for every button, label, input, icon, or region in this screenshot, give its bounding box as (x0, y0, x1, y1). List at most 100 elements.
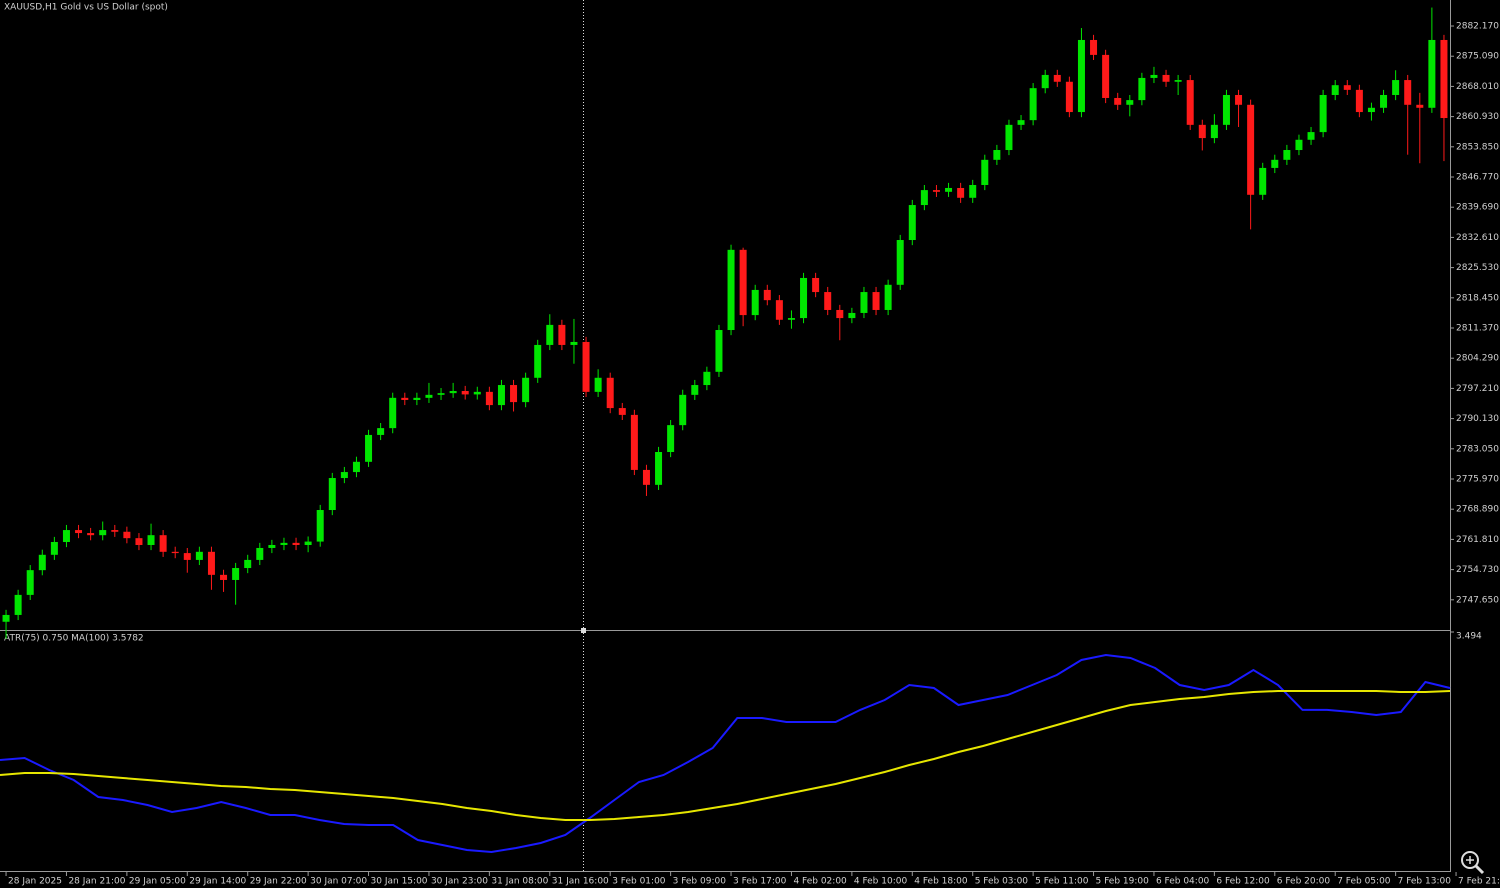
y-tick-label: 2832.610 (1456, 233, 1499, 243)
candle-body (1174, 80, 1182, 82)
y-tick-label: 2825.530 (1456, 263, 1499, 273)
candle-body (352, 461, 360, 473)
zoom-handle (1474, 864, 1485, 875)
x-tick-label: 7 Feb 21:00 (1458, 877, 1500, 887)
candle-body (413, 397, 421, 400)
candle-body (1017, 120, 1025, 125)
x-tick-label: 6 Feb 04:00 (1156, 877, 1210, 887)
candle-body (1307, 132, 1315, 140)
candle-body (1065, 81, 1073, 113)
candle-body (1367, 107, 1375, 113)
candle-body (473, 391, 481, 395)
candle-body (993, 150, 1001, 160)
candle-body (667, 425, 675, 453)
candle-body (1222, 94, 1230, 125)
x-tick-label: 31 Jan 08:00 (491, 877, 548, 887)
candle-body (497, 385, 505, 406)
candle-body (461, 391, 469, 395)
candle-body (232, 568, 240, 580)
y-tick-label: 2768.890 (1456, 505, 1499, 515)
candle-body (691, 385, 699, 395)
candle-body (1440, 39, 1448, 119)
x-tick-label: 31 Jan 16:00 (552, 877, 609, 887)
candle-body (775, 300, 783, 320)
x-tick-label: 29 Jan 14:00 (189, 877, 246, 887)
candle-body (1380, 94, 1388, 108)
candle-body (1235, 94, 1243, 105)
candle-body (1416, 104, 1424, 108)
candle-body (1090, 39, 1098, 55)
candle-body (618, 408, 626, 415)
candle-body (969, 184, 977, 198)
x-tick-label: 28 Jan 2025 (8, 877, 62, 887)
candle-body (14, 594, 22, 615)
y-tick-label: 2804.290 (1456, 354, 1499, 364)
candle-body (606, 377, 614, 409)
candle-body (50, 542, 58, 555)
candle-body (1186, 80, 1194, 125)
candle-body (425, 394, 433, 398)
candle-body (860, 292, 868, 313)
chart-title: XAUUSD,H1 Gold vs US Dollar (spot) (4, 3, 168, 13)
x-tick-label: 6 Feb 20:00 (1277, 877, 1331, 887)
y-tick-label: 2846.770 (1456, 173, 1499, 183)
candle-body (945, 187, 953, 192)
x-tick-label: 30 Jan 07:00 (310, 877, 367, 887)
crosshair-knob (581, 628, 586, 633)
candle-body (1053, 74, 1061, 82)
candle-body (62, 530, 70, 543)
candle-body (957, 187, 965, 198)
x-tick-label: 5 Feb 19:00 (1096, 877, 1150, 887)
candle-body (99, 530, 107, 536)
candle-body (715, 330, 723, 372)
y-tick-label: 3.494 (1456, 632, 1482, 642)
candle-body (1138, 77, 1146, 101)
candle-body (630, 414, 638, 470)
x-tick-label: 4 Feb 02:00 (793, 877, 847, 887)
indicator-line (0, 690, 1451, 821)
x-tick-label: 30 Jan 23:00 (431, 877, 488, 887)
candle-body (1114, 97, 1122, 105)
y-tick-label: 2754.730 (1456, 565, 1499, 575)
candle-body (485, 391, 493, 406)
zoom-lens (1461, 851, 1479, 869)
candle-body (26, 570, 34, 595)
y-tick-label: 2839.690 (1456, 203, 1499, 213)
y-tick-label: 2860.930 (1456, 112, 1499, 122)
candle-body (256, 547, 264, 560)
indicator-title: ATR(75) 0.750 MA(100) 3.5782 (4, 634, 144, 644)
candle-body (655, 452, 663, 485)
candle-body (1271, 159, 1279, 168)
candle-body (195, 551, 203, 560)
candle-body (171, 551, 179, 554)
x-tick-label: 5 Feb 03:00 (975, 877, 1029, 887)
x-tick-label: 3 Feb 01:00 (612, 877, 666, 887)
y-tick-label: 2747.650 (1456, 595, 1499, 605)
candle-body (1319, 94, 1327, 133)
candle-body (582, 341, 590, 392)
candle-body (159, 535, 167, 552)
candle-body (1126, 100, 1134, 105)
candle-body (1198, 124, 1206, 139)
y-tick-label: 2775.970 (1456, 475, 1499, 485)
candle-body (1102, 54, 1110, 98)
candle-body (836, 309, 844, 319)
indicator-line (0, 653, 1451, 854)
x-tick-label: 5 Feb 11:00 (1035, 877, 1089, 887)
candle-body (1077, 39, 1085, 113)
candle-body (220, 574, 228, 580)
x-tick-label: 7 Feb 13:00 (1398, 877, 1452, 887)
candle-body (1404, 80, 1412, 105)
candle-body (1259, 167, 1267, 195)
y-tick-label: 2790.130 (1456, 414, 1499, 424)
candle-body (812, 277, 820, 293)
candle-body (316, 510, 324, 542)
candle-body (751, 289, 759, 316)
candle-body (1150, 74, 1158, 78)
candle-body (304, 541, 312, 545)
zoom-icon[interactable] (1461, 851, 1485, 875)
candle-body (268, 544, 276, 548)
y-tick-label: 2811.370 (1456, 324, 1499, 334)
candle-body (38, 554, 46, 571)
candle-body (642, 469, 650, 485)
